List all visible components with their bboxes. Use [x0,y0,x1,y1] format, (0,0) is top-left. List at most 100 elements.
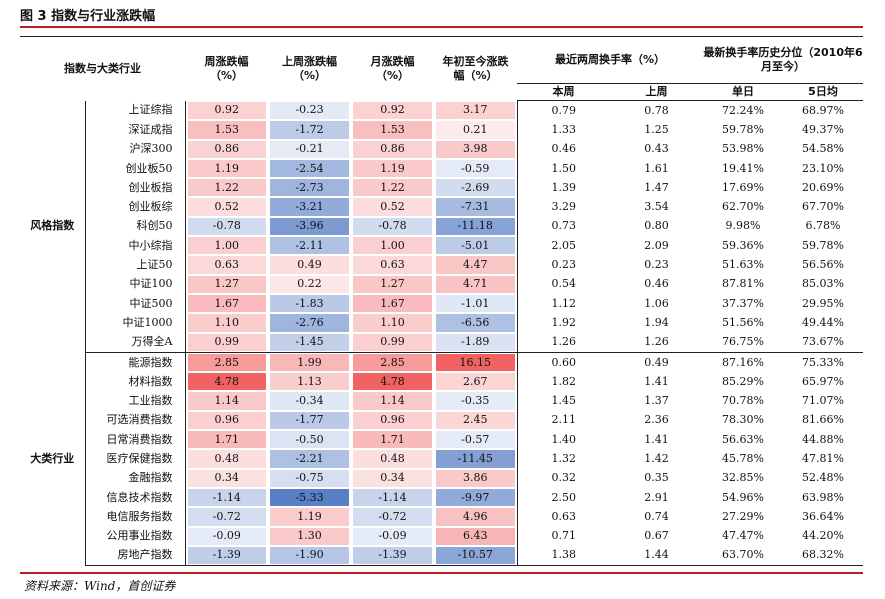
cell-percentile-single: 51.63% [722,258,764,272]
cell-percentile-5d: 49.44% [802,315,844,329]
cell-weekly: 1.22 [185,178,268,197]
heat-fill [187,353,266,372]
table-row: 深证成指 1.53 -1.72 1.53 0.21 1.33 1.25 59.78% 49.37… [20,120,863,140]
cell-value: 2.67 [463,374,488,388]
heat-fill [353,159,432,178]
cell-percentile-single: 59.78% [722,122,764,136]
cell-turnover-this-week: 0.54 [551,277,577,291]
cell-turnover-last-week: 1.42 [644,451,669,465]
table-row: 工业指数 1.14 -0.34 1.14 -0.35 1.45 1.37 70.78% 71.0… [20,391,863,411]
cell-percentile-5d: 73.67% [783,332,863,353]
heat-fill [187,450,266,468]
table-row: 创业板综 0.52 -3.21 0.52 -7.31 3.29 3.54 62.70% 67.7… [20,197,863,217]
heat-fill [353,101,432,120]
cell-percentile-single: 17.69% [722,180,764,194]
cell-value: 4.47 [463,258,488,272]
cell-percentile-single: 62.70% [722,200,764,214]
cell-prev-week: 1.99 [268,352,351,372]
heat-fill [187,217,266,236]
cell-ytd: 16.15 [434,352,518,373]
cell-value: 6.43 [463,529,488,543]
performance-table: 指数与大类行业 周涨跌幅（%） 上周涨跌幅（%） 月涨跌幅（%） 年初至今涨跌幅… [20,36,863,567]
row-name: 万得全A [85,332,186,353]
table-row: 中证100 1.27 0.22 1.27 4.71 0.54 0.46 87.81% 85.03… [20,274,863,294]
cell-percentile-5d: 52.48% [802,471,844,485]
cell-ytd: 3.98 [434,139,518,159]
cell-ytd: -0.59 [434,158,518,179]
cell-turnover-last-week: 0.43 [644,142,669,156]
cell-value: 2.45 [463,413,488,427]
cell-ytd: -0.35 [434,391,518,411]
cell-value: 0.48 [380,451,405,465]
cell-value: 0.49 [297,258,322,272]
heat-fill [353,469,432,487]
cell-value: -5.01 [461,238,490,252]
cell-monthly: 1.00 [351,236,434,255]
cell-value: 0.52 [380,200,405,214]
table-row: 日常消费指数 1.71 -0.50 1.71 -0.57 1.40 1.41 56.63% 44… [20,430,863,450]
row-name: 创业板50 [85,158,186,179]
row-name: 科创50 [85,216,186,237]
heat-fill [270,508,349,526]
cell-prev-week: 0.22 [268,275,351,294]
cell-prev-week: -2.21 [268,449,351,468]
heat-fill [270,256,349,274]
cell-value: 1.30 [297,529,322,543]
row-name: 上证综指 [85,100,186,121]
heat-fill [353,373,432,391]
cell-percentile-5d: 20.69% [802,180,844,194]
cell-value: 1.53 [214,122,240,136]
cell-percentile-single: 27.29% [722,509,764,523]
cell-ytd: -2.69 [434,178,518,198]
cell-value: 2.85 [380,355,405,369]
cell-weekly: -0.72 [185,507,268,526]
cell-turnover-this-week: 0.79 [551,103,577,117]
heat-fill [436,217,515,236]
cell-weekly: 0.34 [185,469,268,488]
heat-fill [270,353,349,372]
cell-value: 0.48 [214,451,240,465]
table-row: 创业板50 1.19 -2.54 1.19 -0.59 1.50 1.61 19.41% 23.… [20,158,863,179]
cell-prev-week: -0.23 [268,101,351,121]
heat-fill [436,431,515,449]
cell-turnover-this-week: 3.29 [551,200,577,214]
cell-value: 4.96 [463,509,488,523]
cell-turnover-last-week: 1.61 [644,161,669,175]
heat-fill [353,508,432,526]
table-row: 中证500 1.67 -1.83 1.67 -1.01 1.12 1.06 37.37% 29.… [20,293,863,314]
header-prev-week: 上周涨跌幅（%） [268,36,351,101]
header-turnover: 最近两周换手率（%） [517,36,703,84]
cell-monthly: -0.72 [351,507,434,526]
heat-fill [270,179,349,197]
cell-percentile-single: 19.41% [722,161,764,175]
cell-turnover-last-week: 2.36 [644,413,669,427]
cell-percentile-single: 51.56% [722,315,764,329]
cell-value: 1.22 [214,180,240,194]
cell-monthly: 0.86 [351,140,434,159]
cell-percentile-single: 72.24% [722,103,764,117]
cell-weekly: 1.14 [185,391,268,410]
cell-turnover-last-week: 1.94 [644,315,669,329]
cell-monthly: 1.22 [351,178,434,197]
heat-fill [436,411,515,430]
cell-value: 1.10 [380,315,405,329]
row-name: 创业板指 [85,178,186,198]
cell-monthly: 1.14 [351,391,434,410]
cell-percentile-5d: 59.78% [802,238,844,252]
heat-fill [187,121,266,139]
cell-monthly: 0.52 [351,197,434,216]
cell-value: 1.13 [297,374,322,388]
cell-value: -0.34 [295,394,324,408]
heat-fill [436,294,515,313]
cell-percentile-single: 32.85% [722,471,764,485]
heat-fill [270,275,349,293]
cell-ytd: 2.45 [434,410,518,431]
cell-value: 1.67 [214,296,240,310]
cell-value: 1.71 [214,432,240,446]
heat-fill [187,508,266,526]
cell-value: -0.72 [378,509,407,523]
cell-turnover-last-week: 1.41 [644,374,669,388]
cell-turnover-this-week: 0.60 [551,355,577,369]
cell-turnover-last-week: 1.47 [644,180,669,194]
cell-value: 3.98 [463,142,488,156]
